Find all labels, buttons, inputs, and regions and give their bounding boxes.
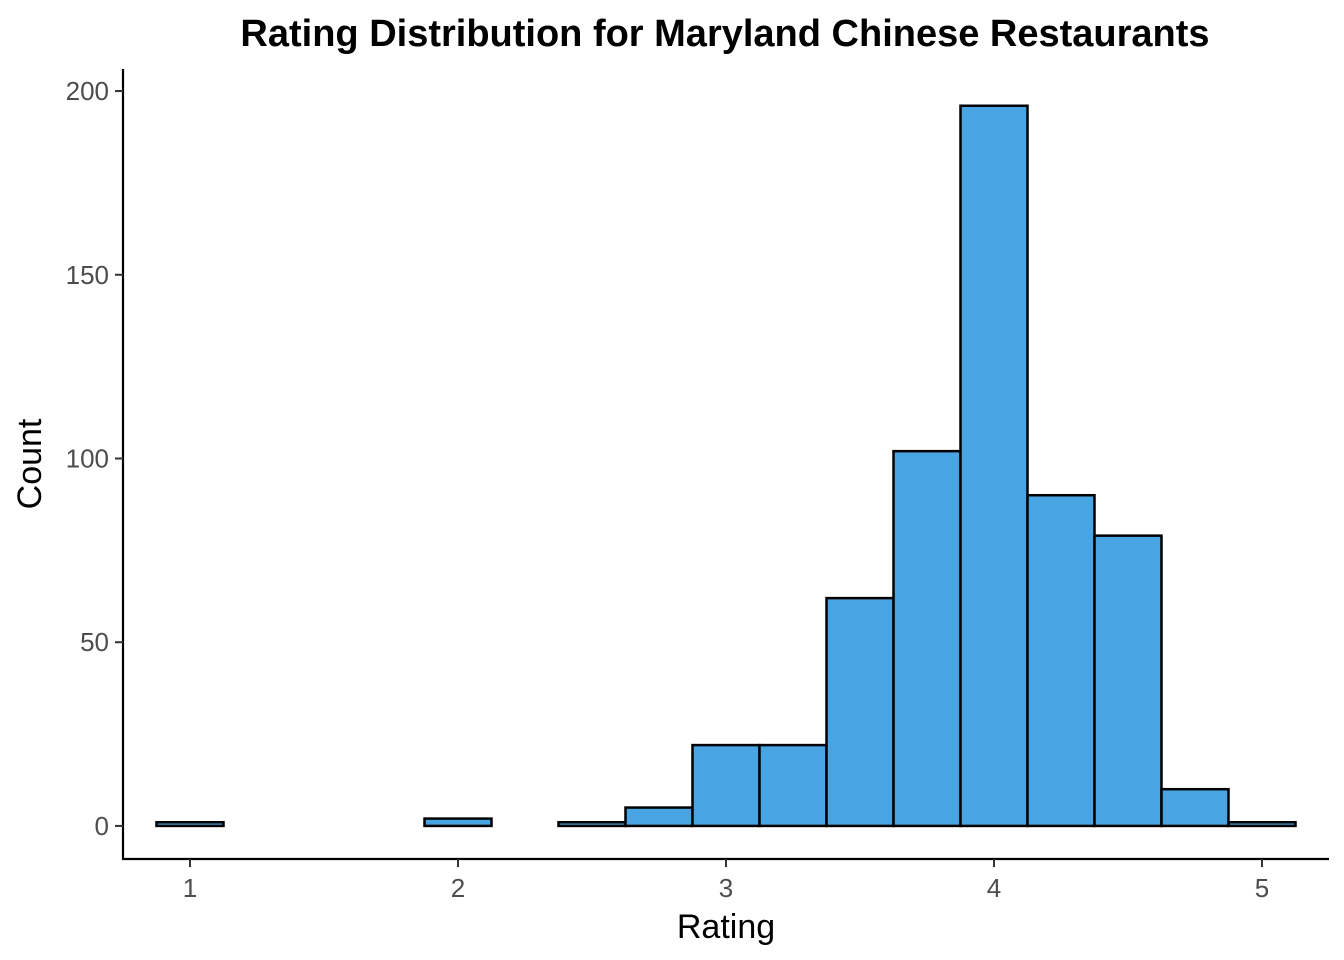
histogram-bar [1160, 787, 1230, 828]
histogram-bar [959, 104, 1029, 828]
histogram-bar [624, 806, 694, 828]
histogram-bar [423, 817, 493, 828]
y-tick-label: 0 [95, 811, 109, 841]
x-tick-label: 1 [183, 873, 197, 903]
y-ticks-group: 0 50 100 150 200 [66, 76, 123, 841]
histogram-bar [1227, 821, 1297, 828]
histogram-bar [758, 743, 828, 828]
y-tick-label: 150 [66, 260, 109, 290]
histogram-bar [825, 596, 895, 828]
chart-title: Rating Distribution for Maryland Chinese… [240, 13, 1209, 55]
x-tick-label: 2 [451, 873, 465, 903]
y-tick-label: 200 [66, 76, 109, 106]
x-axis-label: Rating [677, 908, 775, 946]
histogram-bar [1026, 493, 1096, 828]
x-tick-label: 4 [987, 873, 1001, 903]
histogram-bar [155, 821, 225, 828]
y-tick-label: 50 [80, 627, 109, 657]
histogram-bar [1093, 534, 1163, 828]
histogram-bar [892, 449, 962, 828]
x-tick-label: 5 [1255, 873, 1269, 903]
histogram-bar [691, 743, 761, 828]
x-tick-label: 3 [719, 873, 733, 903]
bars-group [155, 104, 1297, 828]
y-tick-label: 100 [66, 443, 109, 473]
x-ticks-group: 1 2 3 4 5 [183, 859, 1269, 903]
y-axis-label: Count [11, 418, 49, 509]
histogram-bar [557, 821, 627, 828]
